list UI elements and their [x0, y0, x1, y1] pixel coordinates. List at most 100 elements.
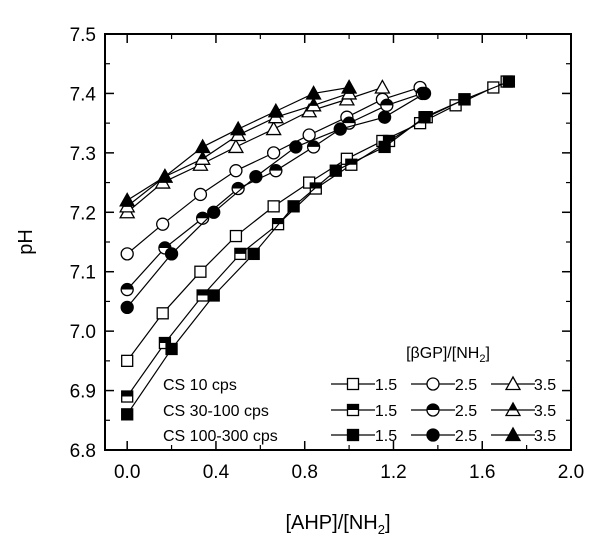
data-point [329, 164, 342, 177]
data-point [458, 93, 471, 106]
data-point [269, 164, 283, 178]
legend-value: 1.5 [375, 428, 397, 445]
data-point [309, 182, 322, 195]
data-point [156, 307, 169, 320]
data-point [247, 247, 260, 261]
series-square-filled [121, 75, 516, 421]
data-point [287, 200, 300, 213]
series-line [126, 86, 383, 213]
data-point [229, 229, 243, 243]
legend-marker [426, 428, 440, 442]
data-point [231, 181, 245, 196]
data-point [196, 289, 209, 302]
data-point [249, 169, 263, 184]
data-point [120, 300, 134, 315]
series-layer [119, 75, 516, 421]
data-point [306, 140, 321, 154]
legend-marker [426, 403, 440, 417]
data-point [121, 408, 134, 421]
y-axis-label: pH [15, 229, 37, 255]
y-tick-label: 7.2 [70, 203, 96, 224]
data-point [305, 96, 322, 112]
data-point [333, 122, 347, 136]
legend-value: 2.5 [455, 428, 477, 445]
data-point [302, 128, 316, 142]
data-point [119, 192, 136, 207]
legend-marker [346, 428, 360, 442]
data-point [156, 168, 174, 183]
legend-row-label: CS 100-300 cps [163, 428, 278, 445]
legend-marker [504, 426, 522, 442]
y-tick-label: 7.0 [70, 322, 96, 343]
series-triangle-open [119, 79, 391, 219]
data-point [234, 247, 247, 261]
legend-value: 2.5 [455, 377, 477, 394]
data-point [195, 211, 210, 225]
data-point [502, 75, 516, 88]
data-point [417, 86, 432, 101]
data-point [156, 217, 170, 231]
legend-marker [504, 401, 522, 417]
data-point [230, 120, 247, 136]
data-point [194, 150, 211, 165]
x-axis-label: [AHP]/[NH2] [285, 512, 390, 537]
data-point [345, 158, 358, 171]
y-tick-label: 7.4 [70, 84, 97, 105]
legend-marker [504, 375, 522, 391]
x-tick-label: 1.2 [380, 462, 406, 483]
y-tick-label: 7.5 [70, 25, 96, 46]
data-point [265, 120, 282, 136]
data-point [164, 247, 179, 261]
data-point [380, 98, 394, 112]
legend-row-label: CS 30-100 cps [163, 403, 269, 420]
legend-value: 3.5 [534, 428, 556, 445]
data-point [121, 390, 134, 403]
series-line [126, 92, 425, 308]
legend-value: 3.5 [534, 377, 556, 394]
y-tick-label: 6.8 [70, 441, 96, 462]
data-point [289, 140, 303, 154]
data-point [378, 140, 391, 154]
y-tick-label: 7.1 [70, 263, 96, 284]
data-point [121, 354, 134, 368]
data-point [207, 289, 220, 302]
x-tick-label: 0.4 [203, 462, 230, 483]
data-point [207, 205, 221, 219]
legend-value: 2.5 [455, 403, 477, 420]
data-point [120, 247, 134, 261]
series-circle-filled [120, 86, 432, 315]
data-point [374, 79, 391, 94]
data-point [340, 79, 358, 94]
legend-value: 3.5 [534, 403, 556, 420]
data-point [266, 146, 281, 160]
legend-marker [346, 403, 360, 417]
data-point [165, 342, 178, 356]
legend-marker [426, 377, 440, 391]
data-point [120, 282, 134, 297]
legend-title: [βGP]/[NH2] [406, 345, 490, 365]
data-point [229, 164, 243, 178]
x-tick-label: 1.6 [469, 462, 495, 483]
data-point [193, 187, 208, 202]
data-point [377, 110, 392, 124]
legend-value: 1.5 [375, 403, 397, 420]
x-tick-label: 0.0 [114, 462, 140, 483]
axis-ticks: 0.0 0.4 0.8 1.2 1.6 2.0 6.8 6.9 7.0 7.1 7.2 7.3 7.4 7… [70, 25, 585, 483]
series-triangle-filled [119, 79, 358, 207]
data-point [194, 265, 207, 278]
data-point [158, 241, 172, 255]
legend-row-label: CS 10 cps [163, 377, 237, 394]
data-point [194, 138, 211, 154]
legend-marker [346, 377, 360, 391]
x-tick-label: 0.8 [292, 462, 318, 483]
data-point [305, 85, 322, 100]
data-point [227, 138, 245, 154]
data-point [418, 111, 431, 124]
y-tick-label: 6.9 [70, 382, 96, 403]
legend-row: CS 10 cps 1.5 2.5 3.5 [163, 375, 556, 394]
data-point [267, 200, 280, 213]
y-tick-label: 7.3 [70, 144, 96, 165]
legend-value: 1.5 [375, 377, 397, 394]
legend: [βGP]/[NH2] CS 10 cps 1.5 2.5 3.5 CS 30-100 c… [163, 345, 556, 445]
